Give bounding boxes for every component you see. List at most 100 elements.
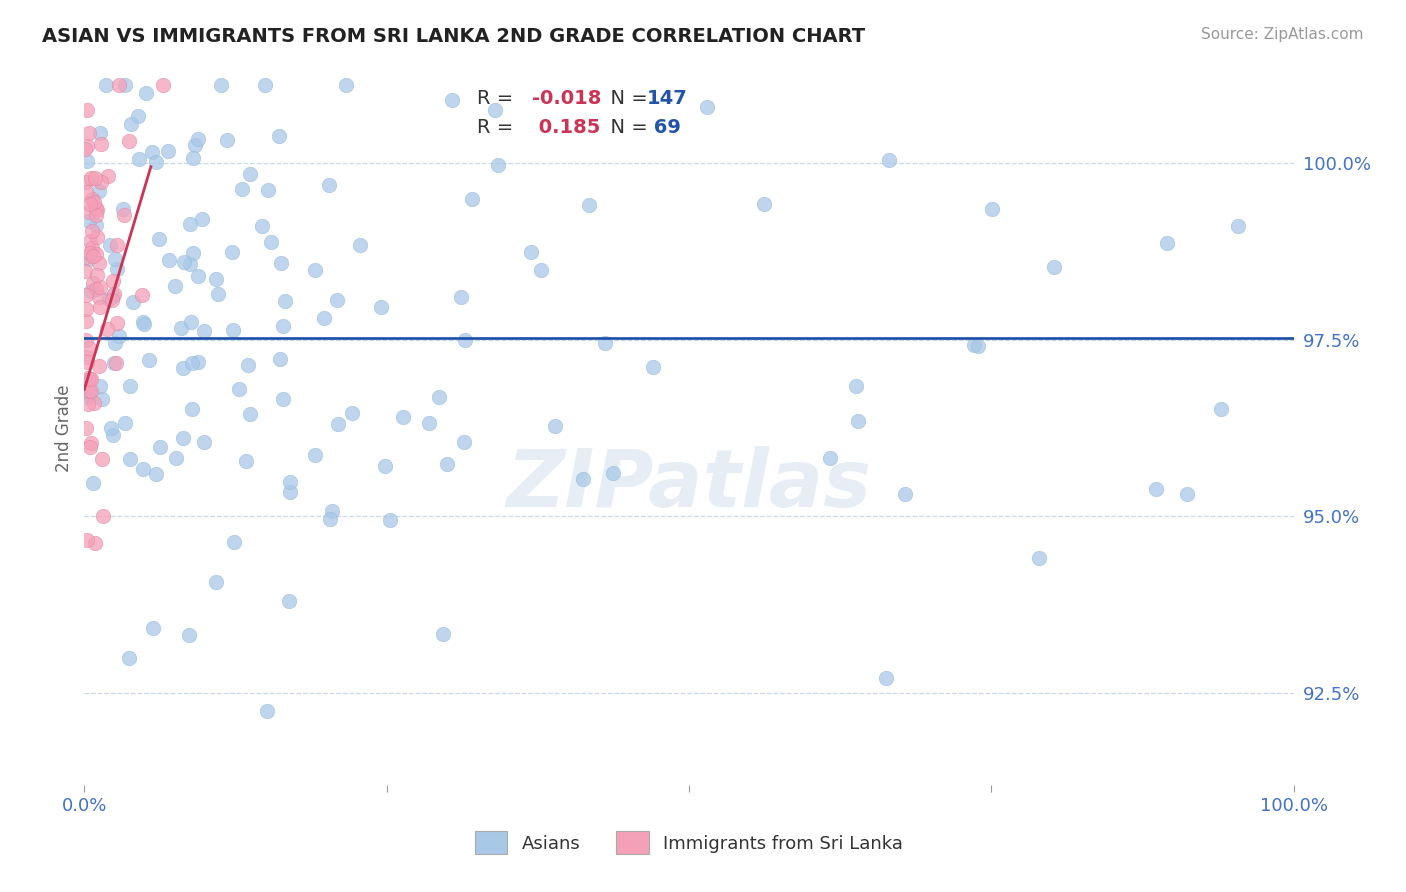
Point xyxy=(818,450,841,465)
Point xyxy=(530,263,553,277)
Point xyxy=(152,78,174,93)
Text: 69: 69 xyxy=(647,118,681,136)
Point xyxy=(172,360,194,375)
Point xyxy=(90,175,112,189)
Point xyxy=(187,132,209,146)
Point xyxy=(101,427,124,442)
Point xyxy=(79,171,101,186)
Point xyxy=(91,509,114,524)
Point xyxy=(148,232,170,246)
Point xyxy=(215,133,238,147)
Point xyxy=(103,356,125,370)
Point xyxy=(73,142,96,156)
Point xyxy=(142,621,165,635)
Text: R =: R = xyxy=(478,118,520,136)
Point xyxy=(82,192,104,206)
Point xyxy=(90,451,112,466)
Point xyxy=(278,475,301,489)
Point xyxy=(374,459,396,474)
Point xyxy=(432,626,454,640)
Point xyxy=(278,594,301,608)
Point xyxy=(145,154,167,169)
Point xyxy=(120,378,142,392)
Point xyxy=(179,217,201,231)
Point xyxy=(484,103,506,117)
Point xyxy=(391,409,413,424)
Point xyxy=(89,359,111,373)
Point xyxy=(118,135,141,149)
Point xyxy=(454,333,477,347)
Point xyxy=(76,355,98,369)
Point xyxy=(75,287,97,301)
Point xyxy=(578,198,600,212)
Point xyxy=(304,263,326,277)
Point xyxy=(183,138,205,153)
Point xyxy=(274,294,297,309)
Point xyxy=(207,286,229,301)
Point xyxy=(752,197,775,211)
Point xyxy=(165,279,187,293)
Point xyxy=(121,295,143,310)
Point xyxy=(107,78,129,93)
Point xyxy=(87,290,110,304)
Point xyxy=(231,182,253,196)
Text: R =: R = xyxy=(478,89,520,108)
Point xyxy=(76,533,98,547)
Point xyxy=(82,249,104,263)
Text: N =: N = xyxy=(599,89,654,108)
Point xyxy=(453,435,475,450)
Point xyxy=(441,93,464,107)
Point xyxy=(335,78,357,93)
Point xyxy=(89,280,111,294)
Point xyxy=(120,117,142,131)
Point xyxy=(593,336,616,351)
Point xyxy=(180,356,202,370)
Point xyxy=(76,252,98,267)
Point xyxy=(77,391,100,405)
Point xyxy=(100,421,122,435)
Point xyxy=(270,256,292,270)
Point xyxy=(1226,219,1249,234)
Point xyxy=(696,100,718,114)
Point xyxy=(77,387,100,401)
Point xyxy=(157,144,180,158)
Point xyxy=(319,512,342,526)
Point xyxy=(967,339,990,353)
Point xyxy=(97,292,120,306)
Point xyxy=(177,628,200,642)
Point xyxy=(179,257,201,271)
Point xyxy=(76,154,98,169)
Y-axis label: 2nd Grade: 2nd Grade xyxy=(55,384,73,472)
Point xyxy=(79,196,101,211)
Point xyxy=(304,449,326,463)
Point xyxy=(180,316,202,330)
Point xyxy=(221,244,243,259)
Point xyxy=(114,416,136,430)
Text: N =: N = xyxy=(599,118,654,136)
Point xyxy=(83,396,105,410)
Point xyxy=(643,359,665,374)
Point xyxy=(101,274,124,288)
Point xyxy=(103,287,125,301)
Point xyxy=(107,329,129,343)
Point xyxy=(222,323,245,337)
Point xyxy=(519,245,541,260)
Point xyxy=(181,246,204,260)
Point xyxy=(1156,236,1178,251)
Point xyxy=(172,432,194,446)
Point xyxy=(112,202,135,217)
Point xyxy=(326,417,349,432)
Point xyxy=(253,78,276,93)
Point xyxy=(84,219,107,233)
Point xyxy=(75,264,97,278)
Point xyxy=(77,384,100,399)
Point xyxy=(224,535,246,549)
Point xyxy=(271,392,294,406)
Point xyxy=(77,370,100,384)
Point xyxy=(79,234,101,248)
Point xyxy=(82,476,104,491)
Point xyxy=(105,316,128,330)
Point xyxy=(86,203,108,218)
Point xyxy=(228,382,250,396)
Point xyxy=(135,87,157,101)
